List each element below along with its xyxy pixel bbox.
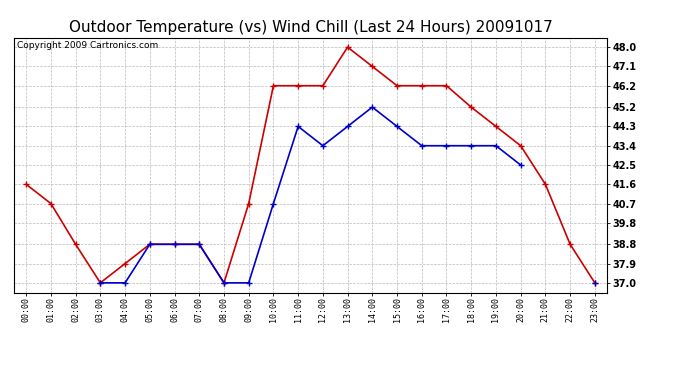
Title: Outdoor Temperature (vs) Wind Chill (Last 24 Hours) 20091017: Outdoor Temperature (vs) Wind Chill (Las… <box>68 20 553 35</box>
Text: Copyright 2009 Cartronics.com: Copyright 2009 Cartronics.com <box>17 41 158 50</box>
